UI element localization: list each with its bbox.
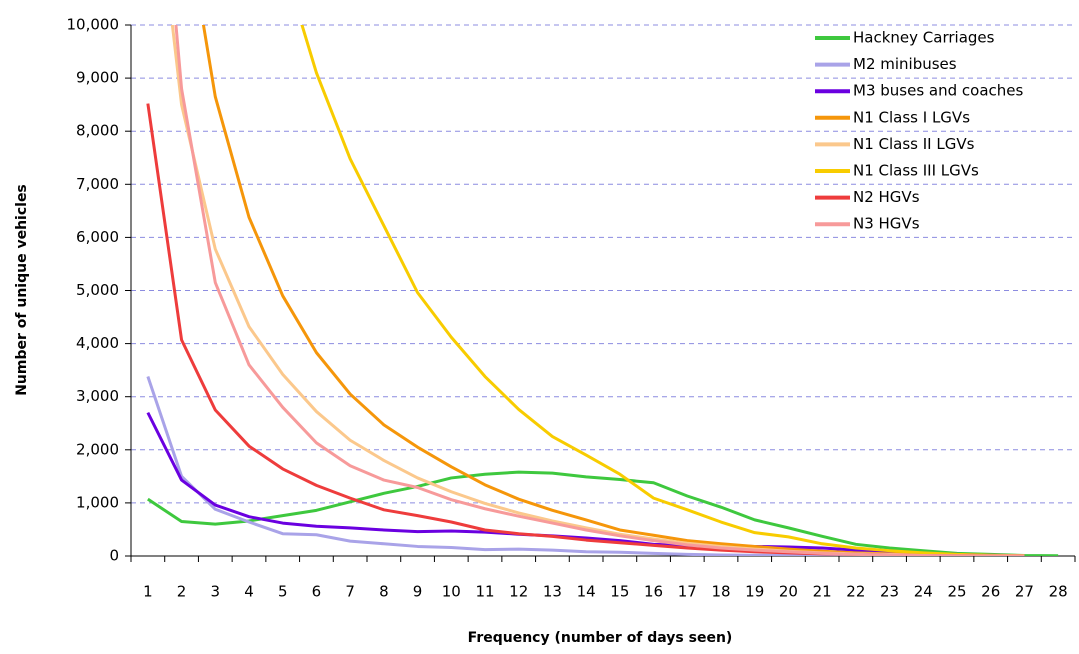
x-tick-label: 1 [143,583,153,601]
x-tick-label: 15 [610,583,629,601]
x-tick-label: 6 [312,583,322,601]
x-tick-label: 20 [779,583,798,601]
legend-label: M3 buses and coaches [853,82,1023,100]
x-tick-label: 9 [413,583,423,601]
x-tick-label: 4 [244,583,254,601]
x-tick-label: 19 [745,583,764,601]
series-line [147,470,1059,556]
x-tick-label: 24 [914,583,933,601]
x-tick-label: 11 [475,583,494,601]
y-axis-title: Number of unique vehicles [14,184,30,396]
x-tick-label: 26 [981,583,1000,601]
x-tick-label: 10 [442,583,461,601]
x-tick-label: 13 [543,583,562,601]
x-tick-label: 3 [211,583,221,601]
legend-label: N3 HGVs [853,215,920,233]
x-tick-label: 25 [947,583,966,601]
y-tick-label: 10,000 [67,16,120,34]
series-line [146,411,1025,556]
x-tick-label: 12 [509,583,528,601]
x-tick-label: 7 [345,583,355,601]
legend-label: M2 minibuses [853,55,957,73]
x-tick-label: 5 [278,583,288,601]
y-tick-label: 2,000 [76,440,119,458]
x-tick-label: 21 [813,583,832,601]
x-tick-label: 27 [1015,583,1034,601]
y-tick-label: 6,000 [76,228,119,246]
y-tick-label: 5,000 [76,281,119,299]
x-tick-label: 28 [1049,583,1068,601]
x-axis-title: Frequency (number of days seen) [468,630,733,646]
y-tick-label: 7,000 [76,175,119,193]
legend-label: Hackney Carriages [853,29,995,47]
series-line [300,25,1025,556]
x-tick-label: 23 [880,583,899,601]
legend-label: N1 Class III LGVs [853,162,979,180]
x-tick-label: 22 [846,583,865,601]
plot-area [146,25,1059,556]
legend-label: N1 Class I LGVs [853,108,970,126]
y-tick-label: 1,000 [76,493,119,511]
x-tick-label: 14 [577,583,596,601]
x-tick-label: 8 [379,583,389,601]
y-tick-label: 3,000 [76,387,119,405]
x-tick-label: 17 [678,583,697,601]
series-line [174,25,1025,556]
y-tick-label: 4,000 [76,334,119,352]
legend-label: N1 Class II LGVs [853,135,975,153]
x-tick-label: 16 [644,583,663,601]
y-tick-label: 9,000 [76,69,119,87]
x-tick-label: 2 [177,583,187,601]
y-tick-label: 8,000 [76,122,119,140]
legend-label: N2 HGVs [853,188,920,206]
x-tick-label: 18 [711,583,730,601]
y-tick-label: 0 [109,547,119,565]
